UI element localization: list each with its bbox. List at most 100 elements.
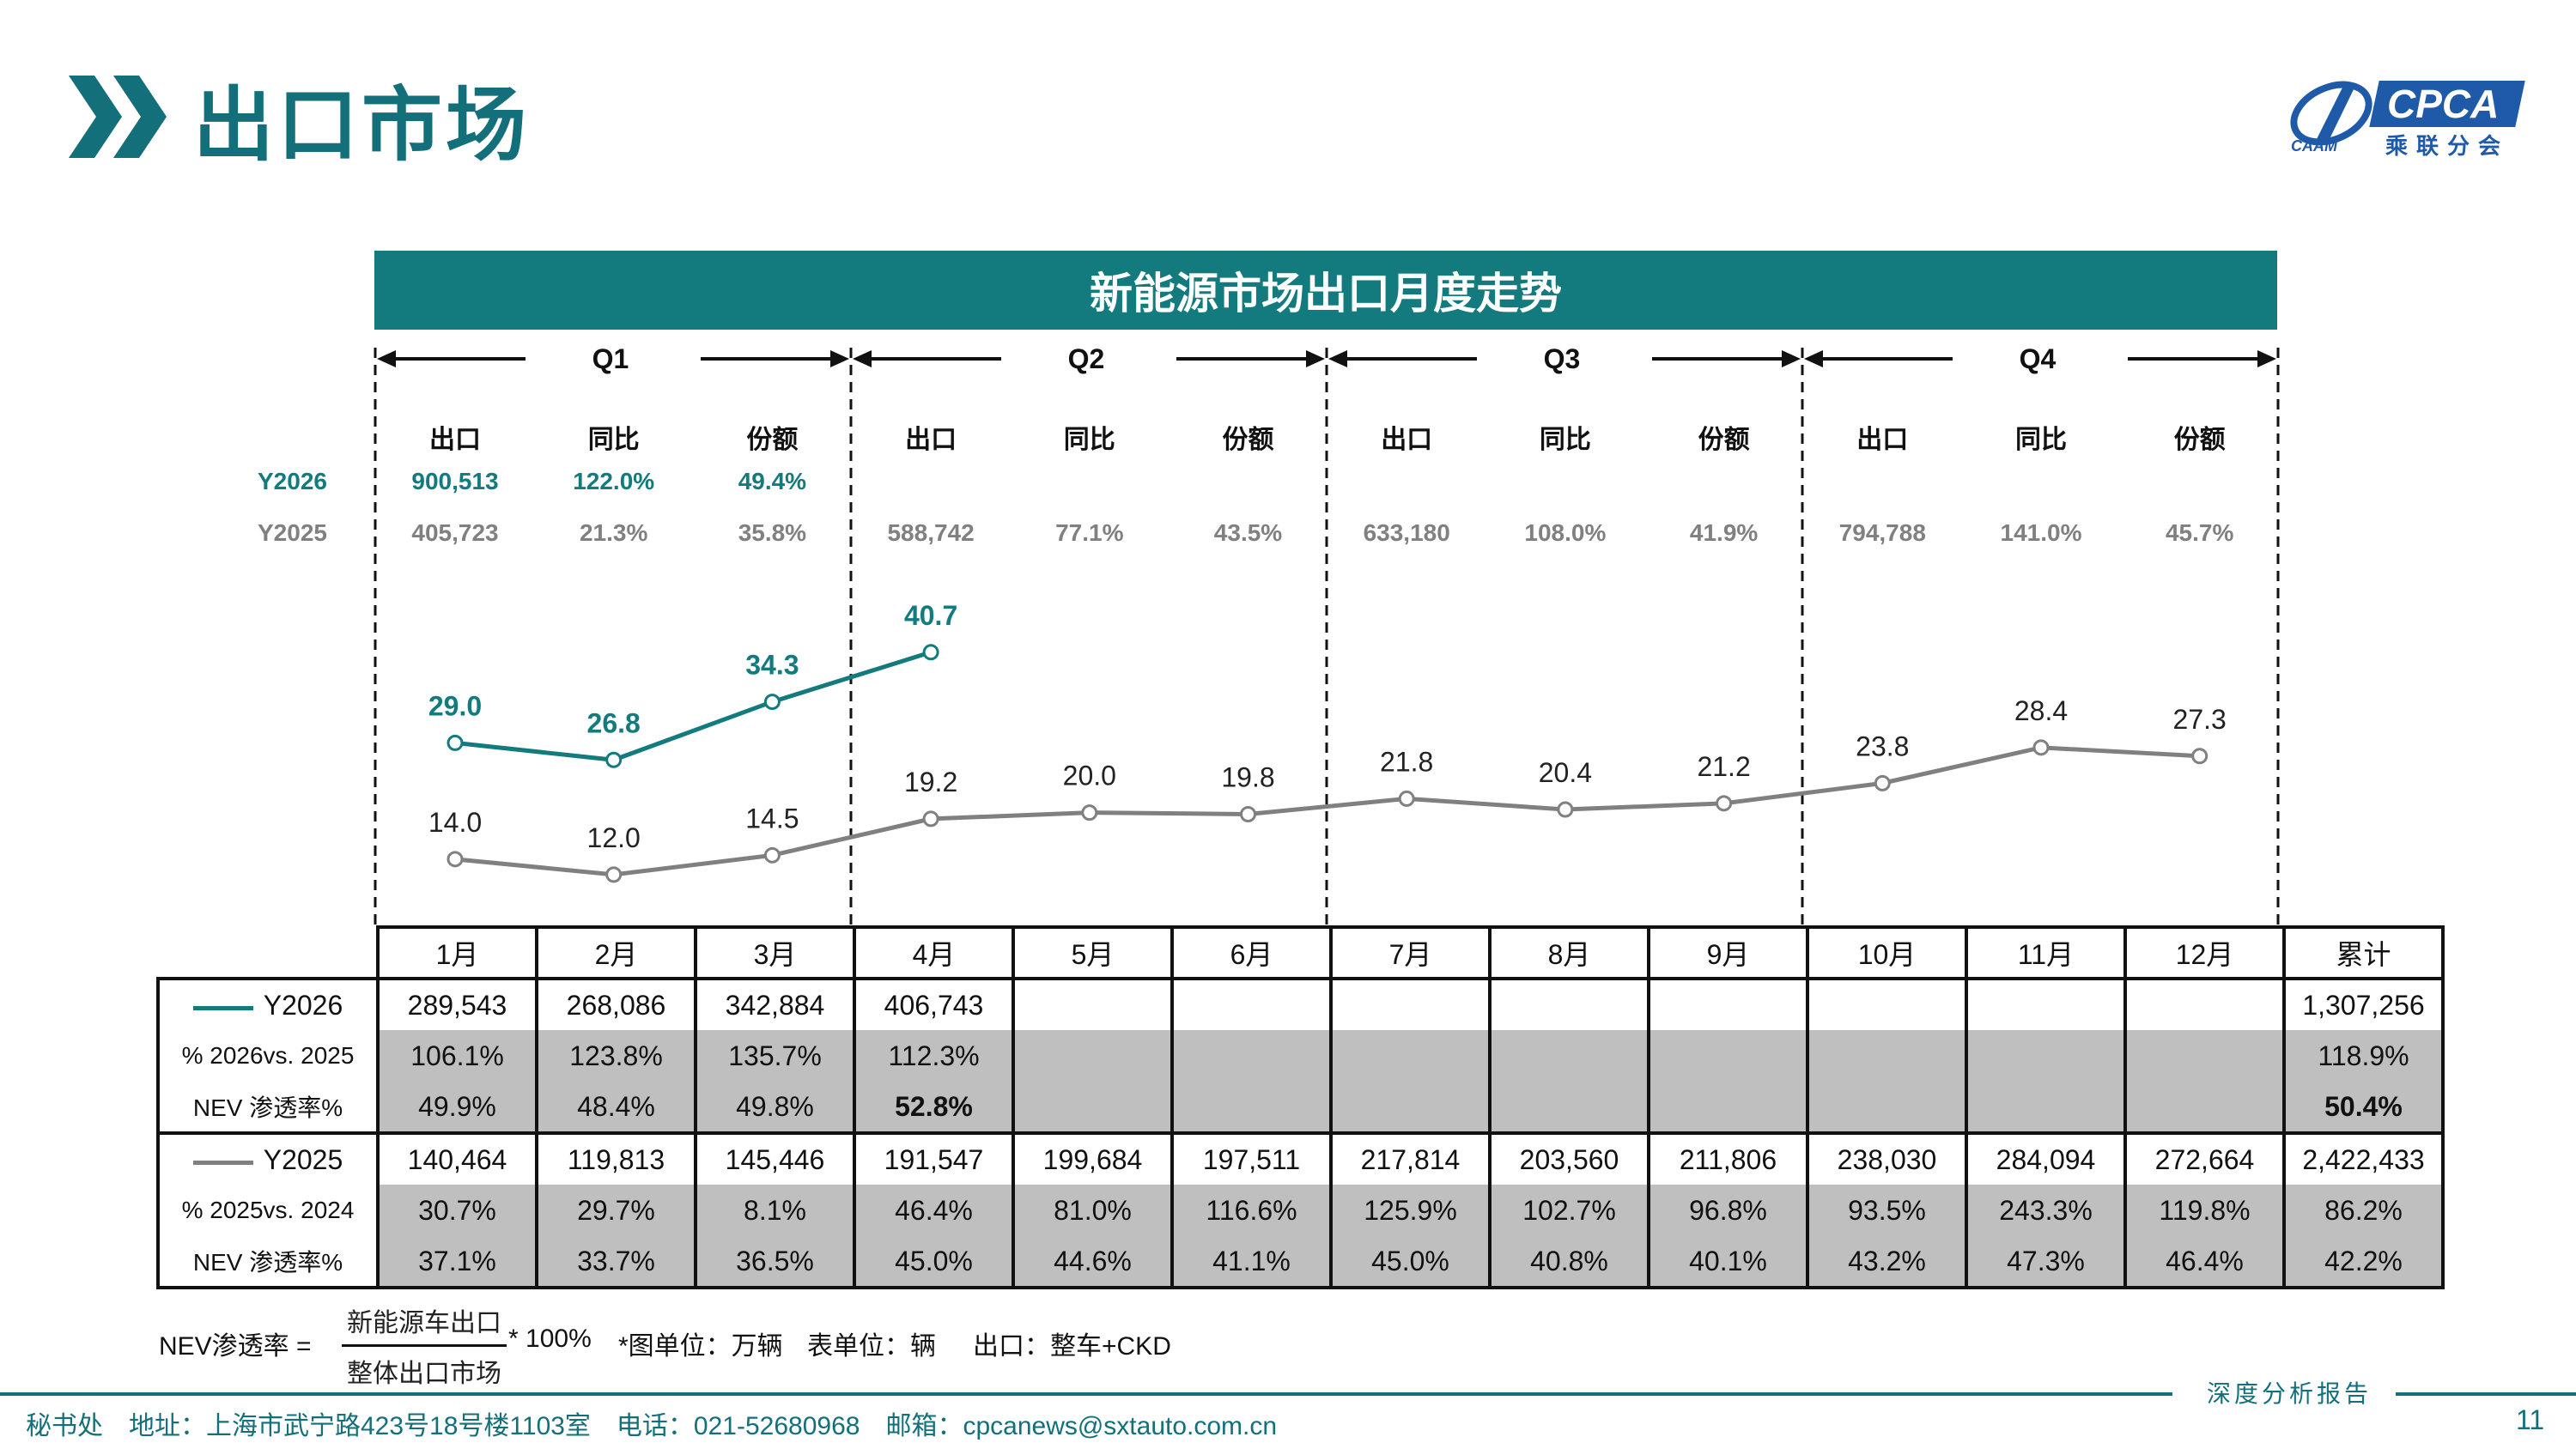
row-label: Y2025: [156, 1131, 380, 1185]
row-label-text: Y2025: [263, 1143, 343, 1175]
table-cell: 119.8%: [2123, 1185, 2286, 1236]
table-cell: 47.3%: [1965, 1236, 2127, 1289]
table-cell: [1488, 1030, 1650, 1082]
data-point: [1398, 790, 1415, 807]
table-cell: 8.1%: [694, 1185, 856, 1236]
data-point: [447, 734, 464, 751]
table-cell: 45.0%: [853, 1236, 1015, 1289]
table-cell: [1806, 1030, 1968, 1082]
data-point: [447, 851, 464, 868]
month-header: 11月: [1965, 925, 2127, 980]
table-cell: 284,094: [1965, 1131, 2127, 1185]
data-point: [1874, 774, 1891, 791]
quarter-col-header: 出口: [1856, 426, 1909, 454]
cpca-emblem-icon: CAAM: [2290, 81, 2372, 155]
row-label: % 2026vs. 2025: [156, 1030, 380, 1082]
data-label: 14.0: [428, 807, 482, 838]
quarter-value-y2025: 45.7%: [2165, 519, 2234, 546]
month-header: 累计: [2282, 925, 2445, 980]
total-cell: 50.4%: [2282, 1082, 2445, 1135]
page-title: 出口市场: [193, 80, 531, 170]
total-cell: 1,307,256: [2282, 977, 2445, 1030]
table-cell: [1329, 1082, 1492, 1135]
summary-label-y2026: Y2026: [258, 468, 327, 494]
table-cell: 197,511: [1170, 1131, 1333, 1185]
table-cell: 37.1%: [376, 1236, 538, 1289]
data-label: 26.8: [587, 707, 641, 738]
month-header: 12月: [2123, 925, 2286, 980]
quarter-value-y2025: 794,788: [1838, 519, 1926, 546]
quarter-value-y2025: 588,742: [887, 519, 975, 546]
data-point: [763, 694, 781, 711]
formula-numerator: 新能源车出口: [347, 1309, 501, 1337]
table-cell: 211,806: [1647, 1131, 1809, 1185]
table-cell: [1647, 977, 1809, 1030]
table-cell: [1647, 1082, 1809, 1135]
table-cell: 81.0%: [1012, 1185, 1174, 1236]
quarter-value-y2025: 43.5%: [1213, 519, 1283, 546]
table-cell: [2123, 1030, 2286, 1082]
quarter-col-header: 份额: [746, 426, 799, 454]
formula-denominator: 整体出口市场: [347, 1360, 501, 1388]
export-note: 出口：整车+CKD: [973, 1332, 1171, 1361]
table-cell: 48.4%: [535, 1082, 697, 1135]
table-cell: 45.0%: [1329, 1236, 1492, 1289]
table-cell: 289,543: [376, 977, 538, 1030]
data-label: 34.3: [745, 650, 799, 681]
data-table: 1月 2月 3月 4月 5月 6月 7月 8月 9月 10月 11月 12月 累计 Y2026 289,54…: [156, 925, 2445, 1289]
data-label: 27.3: [2173, 704, 2227, 735]
table-cell: [2123, 1082, 2286, 1135]
quarter-col-header: 出口: [429, 426, 481, 454]
table-cell: 33.7%: [535, 1236, 697, 1289]
month-header: 5月: [1012, 925, 1174, 980]
table-cell: [1329, 977, 1492, 1030]
quarter-label-q3: Q3: [1543, 343, 1581, 374]
row-label: % 2025vs. 2024: [156, 1185, 380, 1236]
table-cell: [1806, 977, 1968, 1030]
data-point: [763, 846, 781, 864]
data-point: [1557, 801, 1574, 818]
formula-tail: * 100%: [508, 1325, 592, 1353]
data-point: [1081, 804, 1098, 822]
table-cell: 135.7%: [694, 1030, 856, 1082]
table-cell: 406,743: [853, 977, 1015, 1030]
quarter-col-header: 出口: [1381, 426, 1433, 454]
data-point: [1240, 805, 1256, 822]
month-header: 2月: [535, 925, 697, 980]
data-label: 20.4: [1539, 757, 1592, 788]
month-header: 6月: [1170, 925, 1333, 980]
quarter-col-header: 份额: [1698, 426, 1750, 454]
quarter-col-header: 同比: [587, 426, 640, 454]
table-cell: 191,547: [853, 1131, 1015, 1185]
table-cell: [1647, 1030, 1809, 1082]
table-cell: 217,814: [1329, 1131, 1492, 1185]
total-cell: 2,422,433: [2282, 1131, 2445, 1185]
arrow-left-head: [1328, 350, 1347, 367]
table-cell: [1012, 1030, 1174, 1082]
table-cell: [1170, 1082, 1333, 1135]
table-cell: 199,684: [1012, 1131, 1174, 1185]
total-cell: 118.9%: [2282, 1030, 2445, 1082]
data-label: 14.5: [745, 803, 799, 834]
month-header: 8月: [1488, 925, 1650, 980]
page-number: 11: [2516, 1404, 2545, 1435]
table-row: % 2026vs. 2025 106.1% 123.8% 135.7% 112.3% 11…: [156, 1030, 2445, 1082]
quarter-value-y2025: 141.0%: [2000, 519, 2082, 546]
row-label-text: Y2026: [263, 989, 343, 1021]
quarter-value-y2026: 49.4%: [738, 468, 807, 494]
quarter-value-y2025: 41.9%: [1689, 519, 1759, 546]
data-point: [605, 866, 623, 883]
table-cell: 36.5%: [694, 1236, 856, 1289]
table-cell: 93.5%: [1806, 1185, 1968, 1236]
svg-text:CAAM: CAAM: [2291, 137, 2338, 155]
formula-lhs: NEV渗透率 =: [159, 1332, 312, 1361]
table-cell: 272,664: [2123, 1131, 2286, 1185]
table-row: % 2025vs. 2024 30.7% 29.7% 8.1% 46.4% 81.0% 11…: [156, 1185, 2445, 1236]
quarter-col-header: 同比: [1063, 426, 1115, 454]
table-row: NEV 渗透率% 37.1% 33.7% 36.5% 45.0% 44.6% 41.1% 45…: [156, 1236, 2445, 1289]
table-cell: 243.3%: [1965, 1185, 2127, 1236]
data-label: 21.8: [1380, 746, 1433, 777]
table-cell: [1965, 1030, 2127, 1082]
summary-label-y2025: Y2025: [258, 519, 327, 546]
table-cell: 46.4%: [853, 1185, 1015, 1236]
